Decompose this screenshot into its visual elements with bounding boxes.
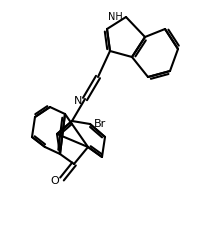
Text: N: N <box>74 96 82 106</box>
Text: NH: NH <box>108 12 123 22</box>
Text: Br: Br <box>94 118 106 129</box>
Text: O: O <box>50 175 59 185</box>
